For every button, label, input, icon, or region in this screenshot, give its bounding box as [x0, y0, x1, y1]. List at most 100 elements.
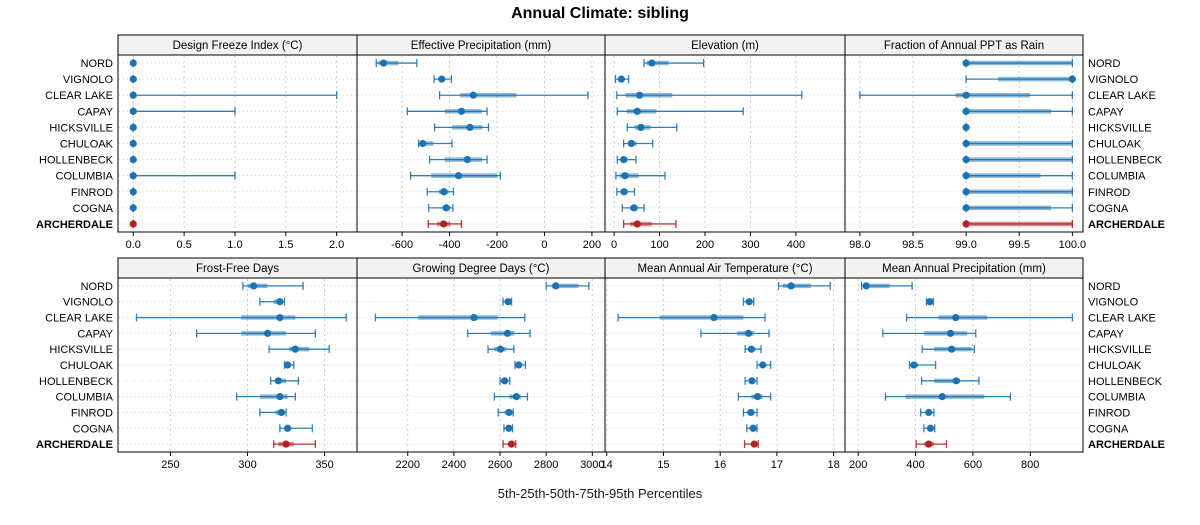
series-row — [746, 424, 758, 433]
category-label-left: COLUMBIA — [56, 171, 114, 183]
median-dot — [515, 361, 523, 369]
category-label-right: HICKSVILLE — [1088, 344, 1152, 356]
series-row — [135, 313, 347, 322]
series-row — [923, 424, 936, 433]
series-row — [616, 107, 744, 116]
median-dot — [250, 282, 258, 290]
median-dot — [379, 59, 388, 67]
category-label-left: COGNA — [73, 203, 114, 215]
series-row — [616, 155, 637, 164]
series-row — [908, 361, 937, 369]
series-row — [428, 155, 488, 164]
tick-label: 99.0 — [955, 239, 976, 251]
category-label-right: ARCHERDALE — [1088, 219, 1165, 231]
median-dot — [454, 172, 463, 180]
tick-label: -600 — [391, 239, 413, 251]
category-label-right: COGNA — [1088, 423, 1129, 435]
series-row — [884, 392, 1012, 401]
category-label-left: CHULOAK — [60, 360, 114, 372]
category-label-left: ARCHERDALE — [36, 439, 113, 451]
series-row — [962, 59, 1074, 68]
median-dot — [620, 155, 628, 164]
series-row — [622, 139, 654, 148]
series-row — [962, 123, 970, 132]
category-label-left: FINROD — [71, 187, 113, 199]
median-dot — [463, 155, 471, 164]
tick-label: 800 — [1021, 459, 1039, 471]
series-row — [737, 392, 772, 401]
tick-label: 300 — [238, 459, 256, 471]
category-label-right: NORD — [1088, 281, 1120, 293]
series-row — [242, 281, 304, 290]
series-row — [643, 59, 705, 68]
series-row — [921, 345, 975, 354]
category-label-left: HICKSVILLE — [49, 344, 113, 356]
series-row — [129, 171, 236, 180]
median-dot — [129, 59, 137, 67]
median-dot — [952, 313, 960, 322]
category-label-left: CLEAR LAKE — [45, 313, 113, 325]
tick-label: -400 — [439, 239, 461, 251]
median-dot — [747, 408, 755, 417]
median-dot — [630, 204, 638, 212]
median-dot — [925, 440, 933, 448]
median-dot — [633, 107, 641, 115]
series-row — [742, 408, 758, 417]
series-row — [438, 91, 589, 100]
series-row — [426, 187, 455, 196]
tick-label: 200 — [849, 459, 867, 471]
tick-label: 300 — [741, 239, 759, 251]
median-dot — [620, 188, 628, 196]
series-row — [742, 297, 755, 306]
tick-label: 0 — [541, 239, 547, 251]
median-dot — [496, 345, 505, 353]
median-dot — [926, 298, 934, 306]
median-dot — [787, 282, 795, 290]
category-label-right: CHULOAK — [1088, 139, 1142, 151]
series-row — [406, 107, 488, 116]
series-row — [962, 155, 1074, 164]
median-dot — [276, 298, 284, 306]
median-dot — [129, 91, 137, 99]
series-row — [915, 440, 948, 449]
category-label-left: VIGNOLO — [63, 297, 114, 309]
tick-label: 2600 — [488, 459, 512, 471]
series-row — [962, 203, 1074, 212]
tick-label: 200 — [583, 239, 601, 251]
series-row — [700, 329, 770, 338]
series-row — [920, 408, 935, 417]
median-dot — [1068, 75, 1076, 83]
median-dot — [129, 75, 137, 83]
panel-title: Growing Degree Days (°C) — [413, 263, 550, 275]
category-label-left: COGNA — [73, 423, 114, 435]
series-row — [493, 392, 529, 401]
category-label-left: CAPAY — [77, 106, 113, 118]
category-label-right: HOLLENBECK — [1088, 376, 1163, 388]
median-dot — [749, 424, 757, 432]
median-dot — [633, 220, 641, 228]
category-label-left: CHULOAK — [60, 139, 114, 151]
median-dot — [291, 345, 299, 353]
median-dot — [263, 329, 272, 337]
series-row — [962, 139, 1074, 148]
median-dot — [962, 188, 970, 196]
series-row — [428, 203, 454, 212]
panel-background — [605, 278, 845, 452]
series-row — [195, 329, 317, 338]
series-row — [622, 219, 677, 228]
series-row — [499, 376, 511, 385]
tick-label: 350 — [315, 459, 333, 471]
median-dot — [470, 313, 478, 322]
median-dot — [129, 188, 137, 196]
category-label-right: CLEAR LAKE — [1088, 90, 1156, 102]
category-label-right: CHULOAK — [1088, 360, 1142, 372]
series-row — [467, 329, 531, 338]
tick-label: 2.0 — [329, 239, 344, 251]
median-dot — [469, 91, 477, 99]
series-row — [129, 75, 137, 84]
tick-label: 1.5 — [278, 239, 293, 251]
median-dot — [505, 408, 513, 417]
series-row — [129, 59, 137, 68]
category-label-right: CAPAY — [1088, 328, 1124, 340]
series-row — [743, 440, 759, 449]
